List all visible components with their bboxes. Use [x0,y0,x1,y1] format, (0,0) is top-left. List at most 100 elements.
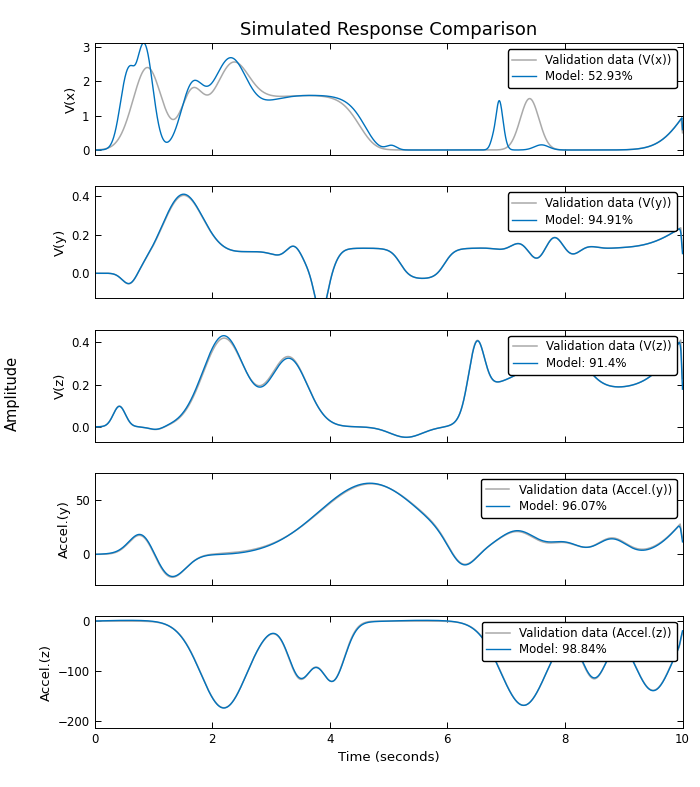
Model: 52.93%: (10, 0.592): 52.93%: (10, 0.592) [678,125,687,135]
Validation data (Accel.(y)) [158,563,166,573]
Validation data (Accel.(z)) [158,619,166,628]
Line: Validation data (V(y)): Validation data (V(y)) [94,195,682,314]
Validation data (V(x)) [90,146,99,155]
Validation data (V(z)) [667,349,676,358]
Model: 94.91%: (3.84, -0.206): 94.91%: (3.84, -0.206) [316,309,324,318]
Validation data (Accel.(z)) [678,628,687,637]
Y-axis label: Accel.(y): Accel.(y) [57,500,71,558]
Model: 94.91%: (4.27, 0.12): 94.91%: (4.27, 0.12) [342,246,350,255]
Model: 94.91%: (1.14, 0.241): 94.91%: (1.14, 0.241) [158,222,166,231]
Text: Amplitude: Amplitude [5,356,20,431]
Validation data (V(z)) [220,334,228,343]
Line: Model: 96.07%: Model: 96.07% [94,483,682,577]
Validation data (V(z)) [678,374,687,383]
Model: 94.91%: (8.73, 0.13): 94.91%: (8.73, 0.13) [604,243,612,253]
Model: 94.91%: (1.52, 0.41): 94.91%: (1.52, 0.41) [179,190,188,199]
Line: Validation data (Accel.(z)): Validation data (Accel.(z)) [94,621,682,708]
Model: 98.84%: (1.14, -3.87): 98.84%: (1.14, -3.87) [158,619,166,628]
Validation data (V(x)) [604,146,612,155]
Legend: Validation data (V(x)), Model: 52.93%: Validation data (V(x)), Model: 52.93% [508,50,677,88]
Model: 98.84%: (10, -19.6): 98.84%: (10, -19.6) [678,626,687,636]
Model: 91.4%: (3.84, 0.0786): 91.4%: (3.84, 0.0786) [316,405,324,415]
Line: Model: 98.84%: Model: 98.84% [94,620,682,708]
Model: 91.4%: (2.2, 0.432): 91.4%: (2.2, 0.432) [220,331,228,341]
Validation data (Accel.(y)) [316,507,324,516]
Model: 91.4%: (5.3, -0.0498): 91.4%: (5.3, -0.0498) [402,433,410,442]
Model: 91.4%: (10, 0.178): 91.4%: (10, 0.178) [678,385,687,394]
Model: 96.07%: (1.74, -4.55): 96.07%: (1.74, -4.55) [193,555,201,564]
Validation data (V(x)) [667,127,676,136]
Title: Simulated Response Comparison: Simulated Response Comparison [240,21,537,39]
Validation data (V(y)) [678,243,687,253]
Model: 98.84%: (5.61, 1.48): 98.84%: (5.61, 1.48) [420,615,428,625]
Model: 52.93%: (6.36, 4.21e-11): 52.93%: (6.36, 4.21e-11) [464,146,473,155]
Model: 96.07%: (3.84, 40.3): 96.07%: (3.84, 40.3) [316,506,324,515]
Legend: Validation data (V(z)), Model: 91.4%: Validation data (V(z)), Model: 91.4% [508,335,677,375]
Model: 96.07%: (8.73, 13.9): 96.07%: (8.73, 13.9) [604,534,612,544]
Validation data (V(z)) [402,433,410,442]
Validation data (Accel.(y)) [168,572,176,582]
Validation data (Accel.(y)) [90,549,99,559]
Validation data (V(z)) [342,421,350,430]
Validation data (Accel.(z)) [220,703,228,712]
Line: Model: 91.4%: Model: 91.4% [94,336,682,438]
Model: 52.93%: (8.73, 0.000724): 52.93%: (8.73, 0.000724) [604,146,612,155]
Model: 91.4%: (1.14, -0.00558): 91.4%: (1.14, -0.00558) [158,423,166,433]
Model: 98.84%: (1.73, -86.1): 98.84%: (1.73, -86.1) [193,660,201,669]
Model: 96.07%: (1.14, -11.9): 96.07%: (1.14, -11.9) [158,563,166,572]
Validation data (Accel.(z)) [342,648,350,658]
Validation data (V(y)) [667,229,676,238]
Validation data (V(x)) [316,91,324,101]
Validation data (V(x)) [461,146,469,155]
Validation data (V(y)) [316,309,324,319]
Model: 52.93%: (4.27, 1.39): 52.93%: (4.27, 1.39) [342,98,350,107]
Model: 91.4%: (0, 1.52e-05): 91.4%: (0, 1.52e-05) [90,422,99,431]
Validation data (Accel.(y)) [667,529,676,538]
Y-axis label: V(x): V(x) [65,86,78,113]
Legend: Validation data (V(y)), Model: 94.91%: Validation data (V(y)), Model: 94.91% [508,192,677,231]
Model: 94.91%: (9.81, 0.206): 94.91%: (9.81, 0.206) [667,229,676,238]
Validation data (Accel.(z)) [316,664,324,674]
Model: 91.4%: (4.27, 0.00304): 91.4%: (4.27, 0.00304) [342,421,350,430]
Model: 98.84%: (3.84, -97.6): 98.84%: (3.84, -97.6) [316,665,324,674]
Model: 96.07%: (4.68, 65.5): 96.07%: (4.68, 65.5) [366,478,375,488]
Validation data (V(z)) [158,423,166,433]
Validation data (V(y)) [317,309,326,319]
Validation data (Accel.(z)) [603,654,612,663]
Validation data (Accel.(z)) [667,660,676,669]
Model: 91.4%: (9.81, 0.346): 91.4%: (9.81, 0.346) [667,349,676,358]
Y-axis label: V(z): V(z) [54,372,66,399]
Validation data (V(z)) [193,385,201,394]
Validation data (V(y)) [179,190,188,200]
Model: 52.93%: (0, 5.06e-05): 52.93%: (0, 5.06e-05) [90,146,99,155]
Model: 98.84%: (8.73, -75.2): 98.84%: (8.73, -75.2) [604,654,612,663]
Line: Model: 52.93%: Model: 52.93% [94,43,682,150]
Validation data (V(y)) [342,246,350,255]
Line: Model: 94.91%: Model: 94.91% [94,194,682,313]
Model: 98.84%: (2.2, -175): 98.84%: (2.2, -175) [220,704,228,713]
Y-axis label: Accel.(z): Accel.(z) [41,644,53,700]
Validation data (Accel.(y)) [604,534,612,543]
Validation data (V(y)) [604,243,612,253]
Model: 96.07%: (10, 11.5): 96.07%: (10, 11.5) [678,538,687,547]
Model: 52.93%: (3.84, 1.58): 52.93%: (3.84, 1.58) [316,91,324,100]
Validation data (V(y)) [193,202,201,212]
Validation data (Accel.(y)) [193,554,201,563]
Validation data (Accel.(y)) [367,479,375,489]
Validation data (V(y)) [158,224,166,233]
Model: 91.4%: (8.73, 0.197): 91.4%: (8.73, 0.197) [604,381,612,390]
Model: 52.93%: (1.14, 0.402): 52.93%: (1.14, 0.402) [158,131,166,141]
Model: 52.93%: (9.81, 0.544): 52.93%: (9.81, 0.544) [667,127,676,136]
Validation data (V(x)) [678,128,687,138]
Model: 96.07%: (9.81, 18.9): 96.07%: (9.81, 18.9) [667,529,676,538]
Y-axis label: V(y): V(y) [54,229,66,256]
Model: 98.84%: (4.27, -67.5): 98.84%: (4.27, -67.5) [342,650,350,660]
X-axis label: Time (seconds): Time (seconds) [337,752,440,764]
Validation data (V(x)) [230,57,239,67]
Legend: Validation data (Accel.(y)), Model: 96.07%: Validation data (Accel.(y)), Model: 96.0… [481,478,677,518]
Model: 94.91%: (3.85, -0.208): 94.91%: (3.85, -0.208) [317,309,326,318]
Model: 96.07%: (0, 0.0203): 96.07%: (0, 0.0203) [90,549,99,559]
Model: 94.91%: (1.74, 0.347): 94.91%: (1.74, 0.347) [193,201,201,211]
Model: 91.4%: (1.73, 0.186): 91.4%: (1.73, 0.186) [193,382,201,392]
Validation data (V(x)) [158,93,166,102]
